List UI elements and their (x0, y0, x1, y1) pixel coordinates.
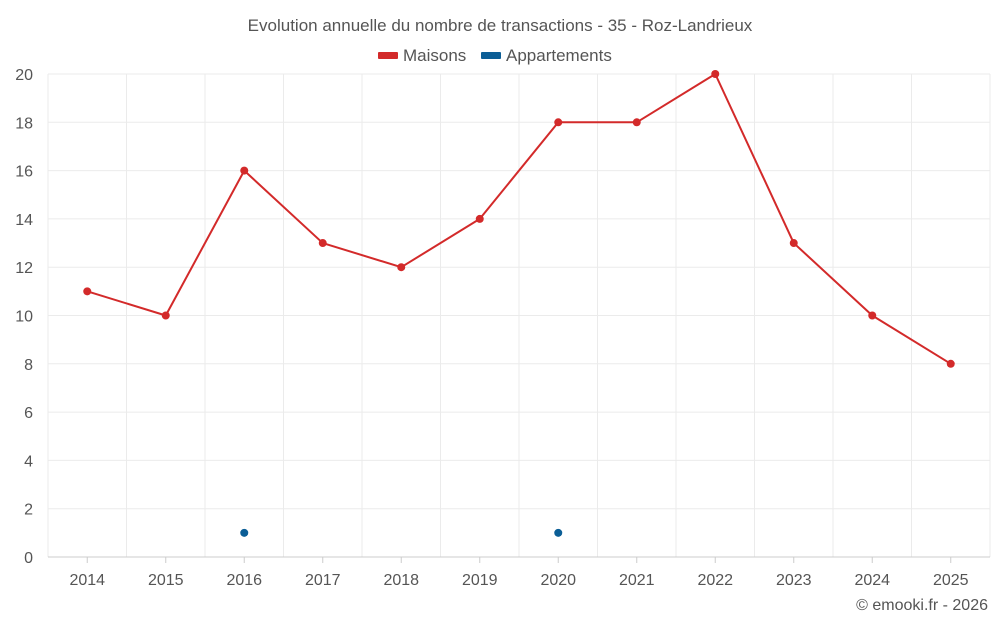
data-point-maisons (946, 359, 955, 368)
data-point-maisons (240, 166, 249, 175)
y-tick-label: 12 (15, 260, 33, 277)
y-tick-label: 20 (15, 67, 33, 84)
x-axis: 2014 2015 2016 2017 2018 2019 2020 2021 2022 2023… (48, 556, 990, 589)
legend-swatch-maisons (378, 52, 398, 59)
x-tick-label: 2021 (619, 572, 655, 589)
series-line-maisons (86, 73, 952, 365)
y-tick-label: 2 (24, 502, 33, 519)
x-tick-label: 2023 (776, 572, 812, 589)
y-tick-label: 10 (15, 309, 33, 326)
x-tick-label: 2020 (540, 572, 576, 589)
y-tick-label: 8 (24, 357, 33, 374)
data-point-maisons (161, 311, 170, 320)
credit-text: © emooki.fr - 2026 (856, 597, 988, 614)
y-tick-label: 18 (15, 115, 33, 132)
data-point-maisons (397, 263, 406, 272)
chart-title: Evolution annuelle du nombre de transact… (248, 16, 753, 35)
x-tick-label: 2018 (383, 572, 419, 589)
data-point-appartements (554, 528, 563, 537)
y-tick-label: 4 (24, 453, 33, 470)
series-layer (83, 70, 955, 537)
y-tick-label: 16 (15, 164, 33, 181)
legend-label-appartements: Appartements (506, 46, 612, 65)
legend-swatch-appartements (481, 52, 501, 59)
legend-item-maisons[interactable]: Maisons (378, 46, 466, 65)
x-tick-label: 2015 (148, 572, 184, 589)
data-point-maisons (789, 239, 798, 248)
x-tick-label: 2017 (305, 572, 341, 589)
y-axis: 0 2 4 6 8 10 12 14 16 18 20 (15, 67, 33, 567)
x-tick-label: 2025 (933, 572, 969, 589)
data-point-maisons (632, 118, 641, 127)
data-point-maisons (83, 287, 92, 296)
data-point-appartements (240, 528, 249, 537)
data-point-maisons (475, 214, 484, 223)
x-tick-label: 2019 (462, 572, 498, 589)
legend-item-appartements[interactable]: Appartements (481, 46, 612, 65)
data-point-maisons (868, 311, 877, 320)
legend-label-maisons: Maisons (403, 46, 466, 65)
data-point-maisons (554, 118, 563, 127)
x-tick-label: 2022 (697, 572, 733, 589)
data-point-maisons (318, 239, 327, 248)
x-tick-label: 2016 (226, 572, 262, 589)
legend: Maisons Appartements (378, 46, 612, 65)
x-tick-label: 2024 (854, 572, 890, 589)
y-tick-label: 6 (24, 405, 33, 422)
x-tick-label: 2014 (69, 572, 105, 589)
grid (47, 73, 991, 557)
y-tick-label: 0 (24, 550, 33, 567)
data-point-maisons (711, 70, 720, 78)
y-tick-label: 14 (15, 212, 33, 229)
